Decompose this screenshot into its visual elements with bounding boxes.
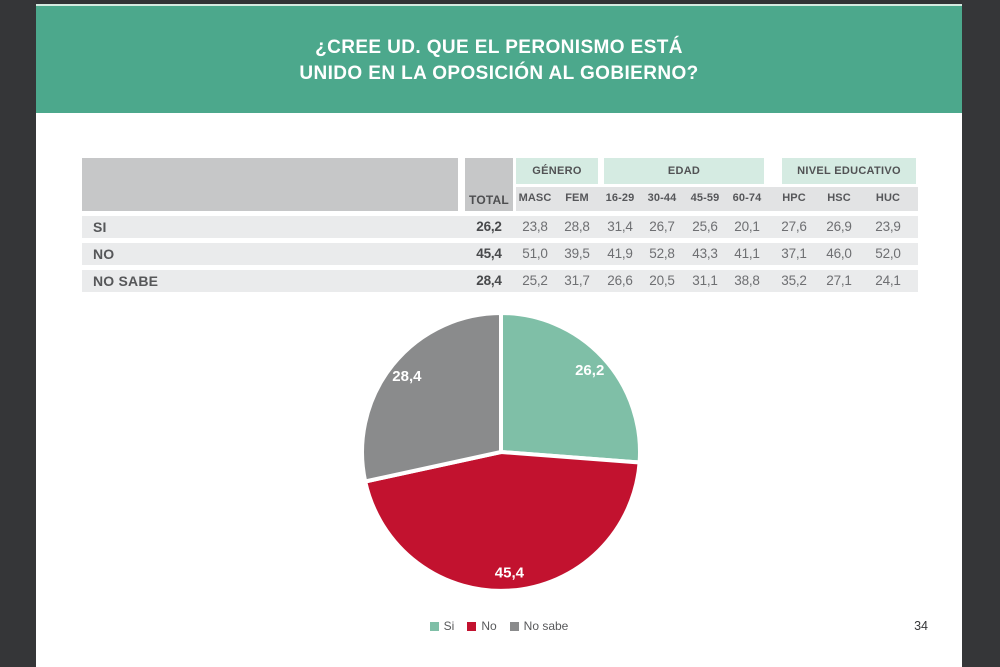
group-header-label: GÉNERO [532,165,582,177]
cell-no-sabe-30-44: 20,5 [649,273,675,288]
results-table: TOTAL GÉNERO EDAD NIVEL EDUCATIVO MASC FEM 16-… [82,158,918,298]
cell-no-sabe-60-74: 38,8 [734,273,760,288]
chart-legend: Si No No sabe [36,619,962,633]
pie-slice-no [363,450,642,593]
pie-value-label-no: 45,4 [495,565,525,582]
group-header-g-nero: GÉNERO [516,158,598,184]
cell-si-45-59: 25,6 [692,219,718,234]
legend-label: No sabe [523,619,569,633]
legend-item-no: No [467,619,497,633]
cell-no-hpc: 37,1 [781,246,807,261]
row-label-no: NO [93,246,115,262]
group-header-nivel-educativo: NIVEL EDUCATIVO [782,158,916,184]
cell-no-45-59: 43,3 [692,246,718,261]
pie-value-label-si: 26,2 [575,362,604,379]
cell-si-huc: 23,9 [875,219,901,234]
cell-no-hsc: 46,0 [826,246,852,261]
cell-no-sabe-total: 28,4 [476,273,502,288]
total-column-header: TOTAL [465,158,513,211]
group-header-edad: EDAD [604,158,764,184]
cell-si-fem: 28,8 [564,219,590,234]
legend-label: No [481,619,497,633]
column-header-30-44: 30-44 [647,192,677,204]
cell-si-60-74: 20,1 [734,219,760,234]
column-header-16-29: 16-29 [605,192,635,204]
cell-no-sabe-masc: 25,2 [522,273,548,288]
cell-no-sabe-fem: 31,7 [564,273,590,288]
table-row-band-no-sabe [82,270,918,292]
question-title-line2: UNIDO EN LA OPOSICIÓN AL GOBIERNO? [299,62,699,84]
cell-no-30-44: 52,8 [649,246,675,261]
legend-item-si: Si [429,619,455,633]
column-header-hsc: HSC [827,192,851,204]
cell-no-fem: 39,5 [564,246,590,261]
cell-si-16-29: 31,4 [607,219,633,234]
cell-no-sabe-hsc: 27,1 [826,273,852,288]
total-header-label: TOTAL [469,193,509,207]
cell-no-60-74: 41,1 [734,246,760,261]
question-banner: ¿CREE UD. QUE EL PERONISMO ESTÁ UNIDO EN… [36,6,962,113]
cell-si-hsc: 26,9 [826,219,852,234]
pie-slice-si [499,311,642,465]
cell-no-masc: 51,0 [522,246,548,261]
pie-chart: 26,2 45,4 28,4 [358,307,648,597]
row-label-no-sabe: NO SABE [93,273,159,289]
cell-no-sabe-45-59: 31,1 [692,273,718,288]
table-row-band-no [82,243,918,265]
legend-item-no-sabe: No sabe [509,619,569,633]
table-corner-block [82,158,458,211]
column-header-fem: FEM [565,192,589,204]
column-header-band [516,187,918,211]
cell-si-masc: 23,8 [522,219,548,234]
row-label-si: SI [93,219,107,235]
question-title-line1: ¿CREE UD. QUE EL PERONISMO ESTÁ [315,36,683,58]
column-header-masc: MASC [518,192,552,204]
legend-swatch-no-sabe-icon [509,621,519,631]
cell-no-total: 45,4 [476,246,502,261]
cell-si-30-44: 26,7 [649,219,675,234]
cell-si-total: 26,2 [476,219,502,234]
cell-no-16-29: 41,9 [607,246,633,261]
cell-no-sabe-hpc: 35,2 [781,273,807,288]
slide-top-accent-line [36,4,962,6]
group-header-label: NIVEL EDUCATIVO [797,165,901,177]
column-header-huc: HUC [875,192,901,204]
cell-no-sabe-huc: 24,1 [875,273,901,288]
pie-value-label-no-sabe: 28,4 [392,368,422,385]
legend-swatch-no-icon [467,621,477,631]
group-header-label: EDAD [667,165,701,177]
legend-label: Si [443,619,455,633]
pie-slice-no-sabe [360,311,503,484]
table-row-band-si [82,216,918,238]
slide-top-strip [36,0,962,4]
pie-chart-svg: 26,2 45,4 28,4 [360,311,642,593]
column-header-45-59: 45-59 [690,192,720,204]
presentation-slide: ¿CREE UD. QUE EL PERONISMO ESTÁ UNIDO EN… [36,0,962,667]
cell-no-sabe-16-29: 26,6 [607,273,633,288]
page-number: 34 [914,619,928,633]
cell-no-huc: 52,0 [875,246,901,261]
column-header-hpc: HPC [782,192,806,204]
column-header-60-74: 60-74 [732,192,762,204]
cell-si-hpc: 27,6 [781,219,807,234]
legend-swatch-si-icon [429,621,439,631]
